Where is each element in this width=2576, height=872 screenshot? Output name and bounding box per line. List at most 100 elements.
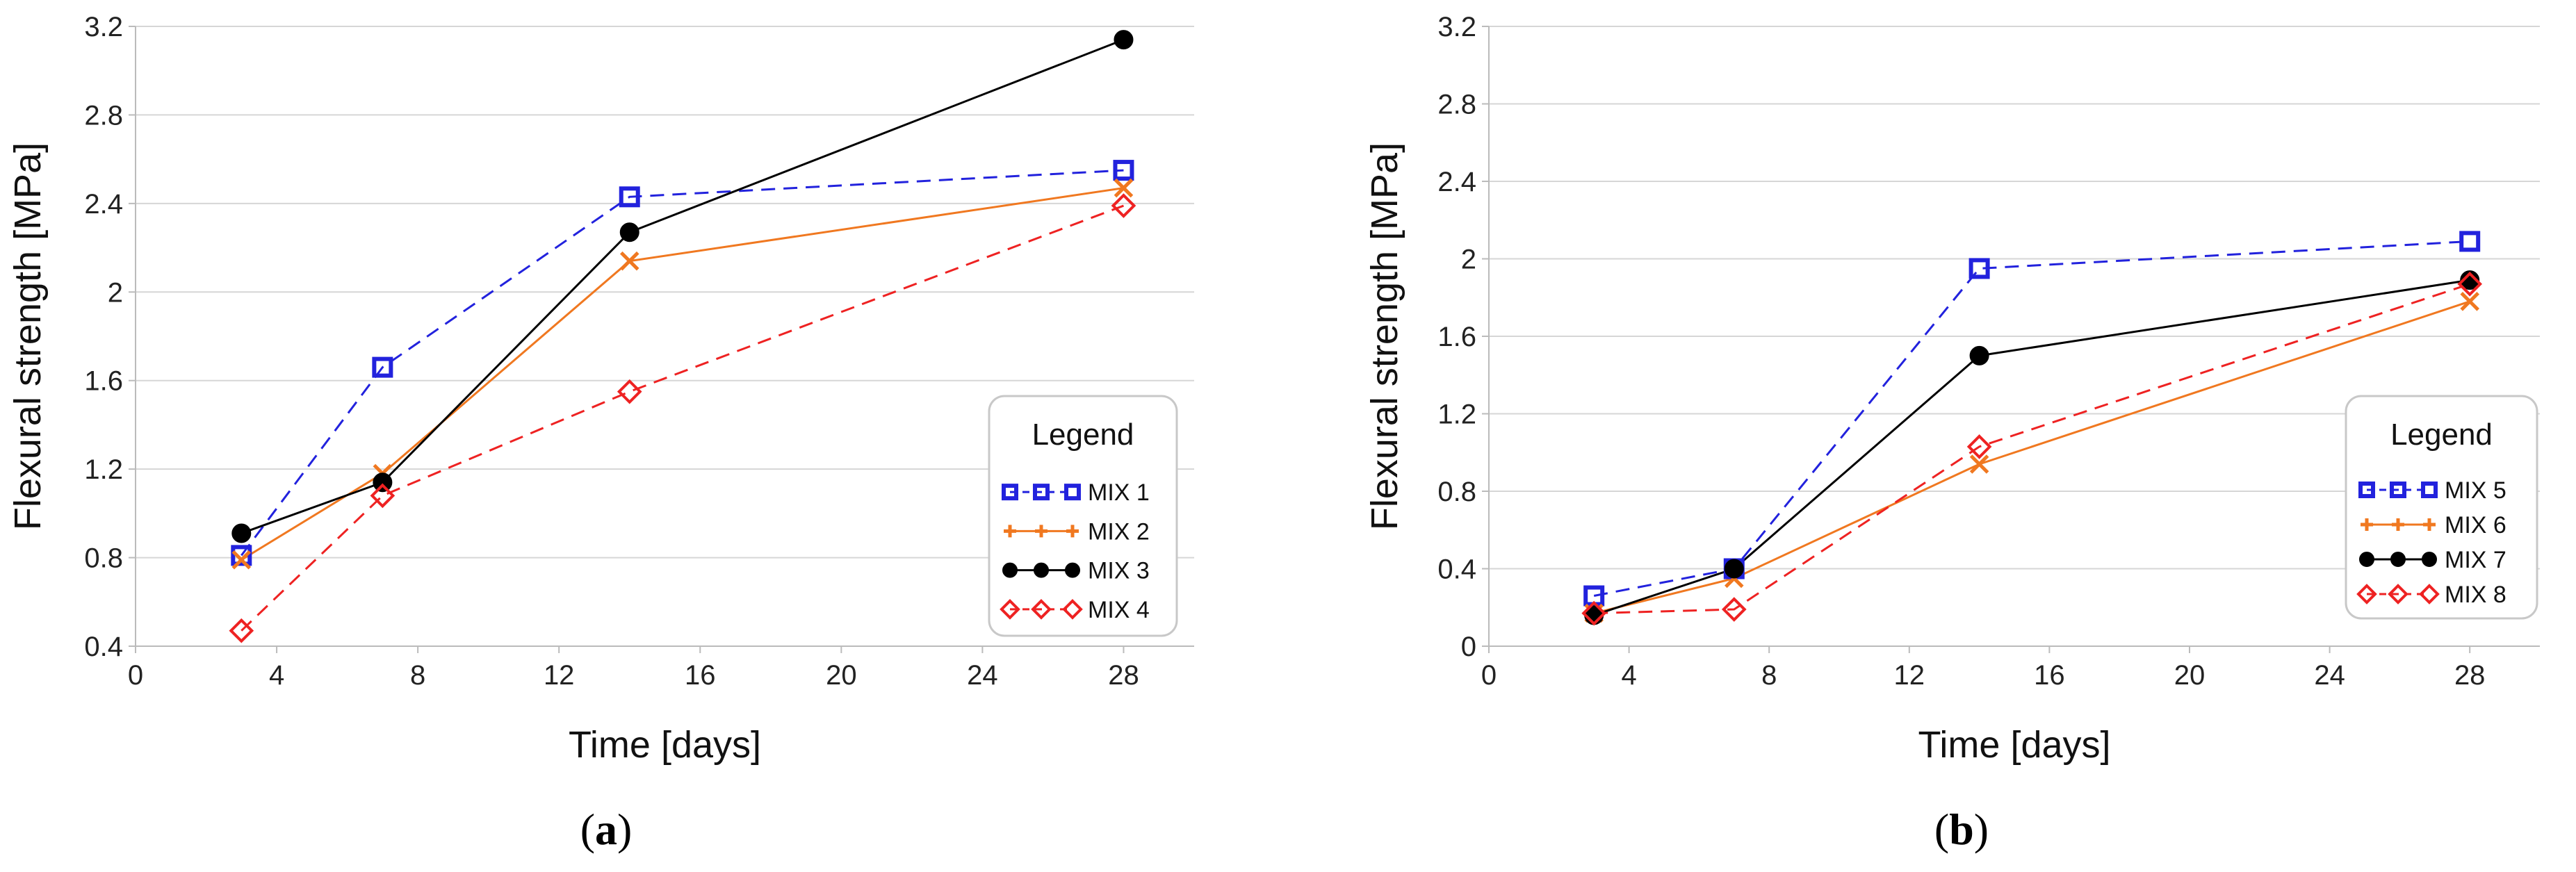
x-tick-label-a-3: 12 — [544, 660, 575, 691]
y-tick-label-b-3: 1.2 — [1437, 400, 1476, 430]
data-point-mix-6-3-stroke-2 — [2460, 292, 2479, 311]
legend-marker-mix-6-0 — [2361, 518, 2373, 531]
data-point-mix-4-3 — [1111, 193, 1136, 218]
legend-marker-mix-7-2 — [2422, 552, 2437, 567]
data-point-mix-6-3 — [2460, 292, 2479, 311]
data-point-mix-7-3 — [2460, 270, 2480, 290]
legend-marker-mix-5-0 — [2358, 482, 2375, 498]
x-tick-label-b-2: 8 — [1761, 660, 1777, 691]
data-point-mix-2-0-stroke-2 — [231, 550, 252, 570]
legend-title-b: Legend — [2390, 418, 2493, 452]
y-tick-label-a-6: 2.8 — [84, 100, 123, 131]
y-tick-label-a-1: 0.8 — [84, 543, 123, 574]
legend-marker-mix-1-2 — [1064, 484, 1081, 501]
x-tick-label-a-6: 24 — [967, 660, 998, 691]
legend-label-mix-2: MIX 2 — [1088, 518, 1150, 545]
legend-label-mix-3: MIX 3 — [1088, 558, 1150, 584]
panel-label-a: (a) — [580, 805, 633, 854]
x-tick-label-b-5: 20 — [2174, 660, 2206, 691]
legend-marker-mix-2-2 — [1066, 525, 1079, 538]
x-axis-title-a: Time [days] — [569, 724, 761, 766]
data-point-mix-5-2 — [1968, 258, 1990, 279]
legend-label-mix-6: MIX 6 — [2445, 512, 2506, 538]
panel-label-letter-a: a — [595, 805, 617, 854]
y-tick-label-b-5: 2 — [1461, 245, 1476, 275]
legend-marker-mix-2-0 — [1004, 525, 1016, 538]
data-point-mix-8-0 — [1581, 600, 1607, 626]
data-point-mix-8-3 — [2457, 271, 2483, 297]
data-point-mix-3-1 — [373, 472, 393, 493]
legend-title-a: Legend — [1032, 418, 1134, 452]
panel-label-open-b: ( — [1934, 805, 1949, 854]
y-tick-label-a-2: 1.2 — [84, 454, 123, 485]
legend-marker-mix-1-0 — [1002, 484, 1018, 501]
x-tick-label-a-1: 4 — [269, 660, 284, 691]
legend-marker-mix-1-1 — [1033, 484, 1050, 501]
legend-marker-mix-4-1 — [1031, 599, 1052, 620]
legend-marker-mix-8-1 — [2388, 584, 2408, 604]
y-tick-label-b-1: 0.4 — [1437, 554, 1476, 585]
data-point-mix-4-1 — [370, 483, 396, 509]
legend-marker-mix-7-1 — [2390, 552, 2406, 567]
data-point-mix-2-2-stroke-2 — [619, 251, 639, 271]
x-axis-title-b: Time [days] — [1918, 724, 2110, 766]
y-tick-label-b-7: 2.8 — [1437, 90, 1476, 120]
legend-marker-mix-4-0 — [1000, 599, 1020, 620]
x-tick-label-b-4: 16 — [2034, 660, 2065, 691]
legend-marker-mix-7-0 — [2359, 552, 2374, 567]
x-tick-label-a-5: 20 — [826, 660, 857, 691]
legend-marker-mix-8-2 — [2419, 584, 2440, 604]
legend-marker-mix-5-1 — [2390, 482, 2406, 498]
y-tick-label-b-0: 0 — [1461, 632, 1476, 662]
x-tick-label-a-2: 8 — [410, 660, 425, 691]
data-point-mix-8-2 — [1966, 434, 1992, 459]
data-point-mix-6-2-stroke-2 — [1969, 454, 1989, 474]
legend-b: Legend MIX 5 MIX 6 MIX 7 MIX 8 — [2345, 395, 2538, 620]
y-axis-title-b: Flexural strength [MPa] — [1364, 142, 1405, 530]
x-tick-label-b-3: 12 — [1894, 660, 1925, 691]
legend-box-a — [988, 395, 1178, 637]
data-point-mix-7-2 — [1969, 345, 1989, 365]
data-point-mix-1-0 — [231, 545, 252, 566]
legend-label-mix-7: MIX 7 — [2445, 547, 2506, 573]
y-tick-label-a-4: 2 — [108, 277, 123, 308]
series-line-mix-6 — [1593, 300, 2470, 615]
data-point-mix-4-0 — [229, 618, 254, 643]
y-axis-title-a: Flexural strength [MPa] — [7, 142, 49, 530]
series-line-mix-5 — [1593, 240, 2470, 597]
legend-marker-mix-6-1 — [2392, 518, 2404, 531]
panel-label-letter-b: b — [1949, 805, 1974, 854]
x-tick-label-b-1: 4 — [1621, 660, 1636, 691]
data-point-mix-6-2 — [1969, 454, 1989, 474]
data-point-mix-5-3 — [2459, 231, 2481, 252]
data-point-mix-1-2 — [619, 186, 640, 208]
data-point-mix-2-2 — [619, 251, 639, 271]
series-line-mix-7 — [1593, 279, 2470, 616]
y-tick-label-a-3: 1.6 — [84, 366, 123, 397]
data-point-mix-8-1 — [1721, 597, 1747, 622]
data-point-mix-1-3 — [1113, 160, 1134, 181]
y-tick-label-b-8: 3.2 — [1437, 12, 1476, 42]
data-point-mix-7-1 — [1724, 559, 1744, 579]
x-tick-label-b-0: 0 — [1481, 660, 1497, 691]
series-line-mix-8 — [1594, 283, 2470, 615]
legend-marker-mix-8-0 — [2356, 584, 2377, 604]
x-tick-label-a-4: 16 — [685, 660, 716, 691]
y-tick-label-a-0: 0.4 — [84, 632, 123, 662]
data-point-mix-2-3 — [1114, 178, 1134, 198]
panel-label-close-a: ) — [617, 805, 632, 854]
y-tick-label-b-6: 2.4 — [1437, 167, 1476, 197]
legend-marker-mix-6-2 — [2423, 518, 2436, 531]
data-point-mix-3-2 — [619, 222, 639, 242]
x-tick-label-b-6: 24 — [2314, 660, 2345, 691]
legend-label-mix-5: MIX 5 — [2445, 477, 2506, 504]
data-point-mix-2-3-stroke-2 — [1114, 178, 1134, 198]
legend-marker-mix-3-1 — [1034, 562, 1049, 578]
legend-marker-mix-3-0 — [1002, 562, 1018, 578]
legend-marker-mix-4-2 — [1062, 599, 1083, 620]
chart-panel-b: 0 0.4 0.8 1.2 1.6 2 2.4 2.8 3.2 0 4 8 12 16 20 24 28 Time… — [1364, 12, 2540, 854]
y-tick-label-b-4: 1.6 — [1437, 322, 1476, 352]
legend-label-mix-1: MIX 1 — [1088, 479, 1150, 506]
panel-label-open-a: ( — [580, 805, 595, 854]
